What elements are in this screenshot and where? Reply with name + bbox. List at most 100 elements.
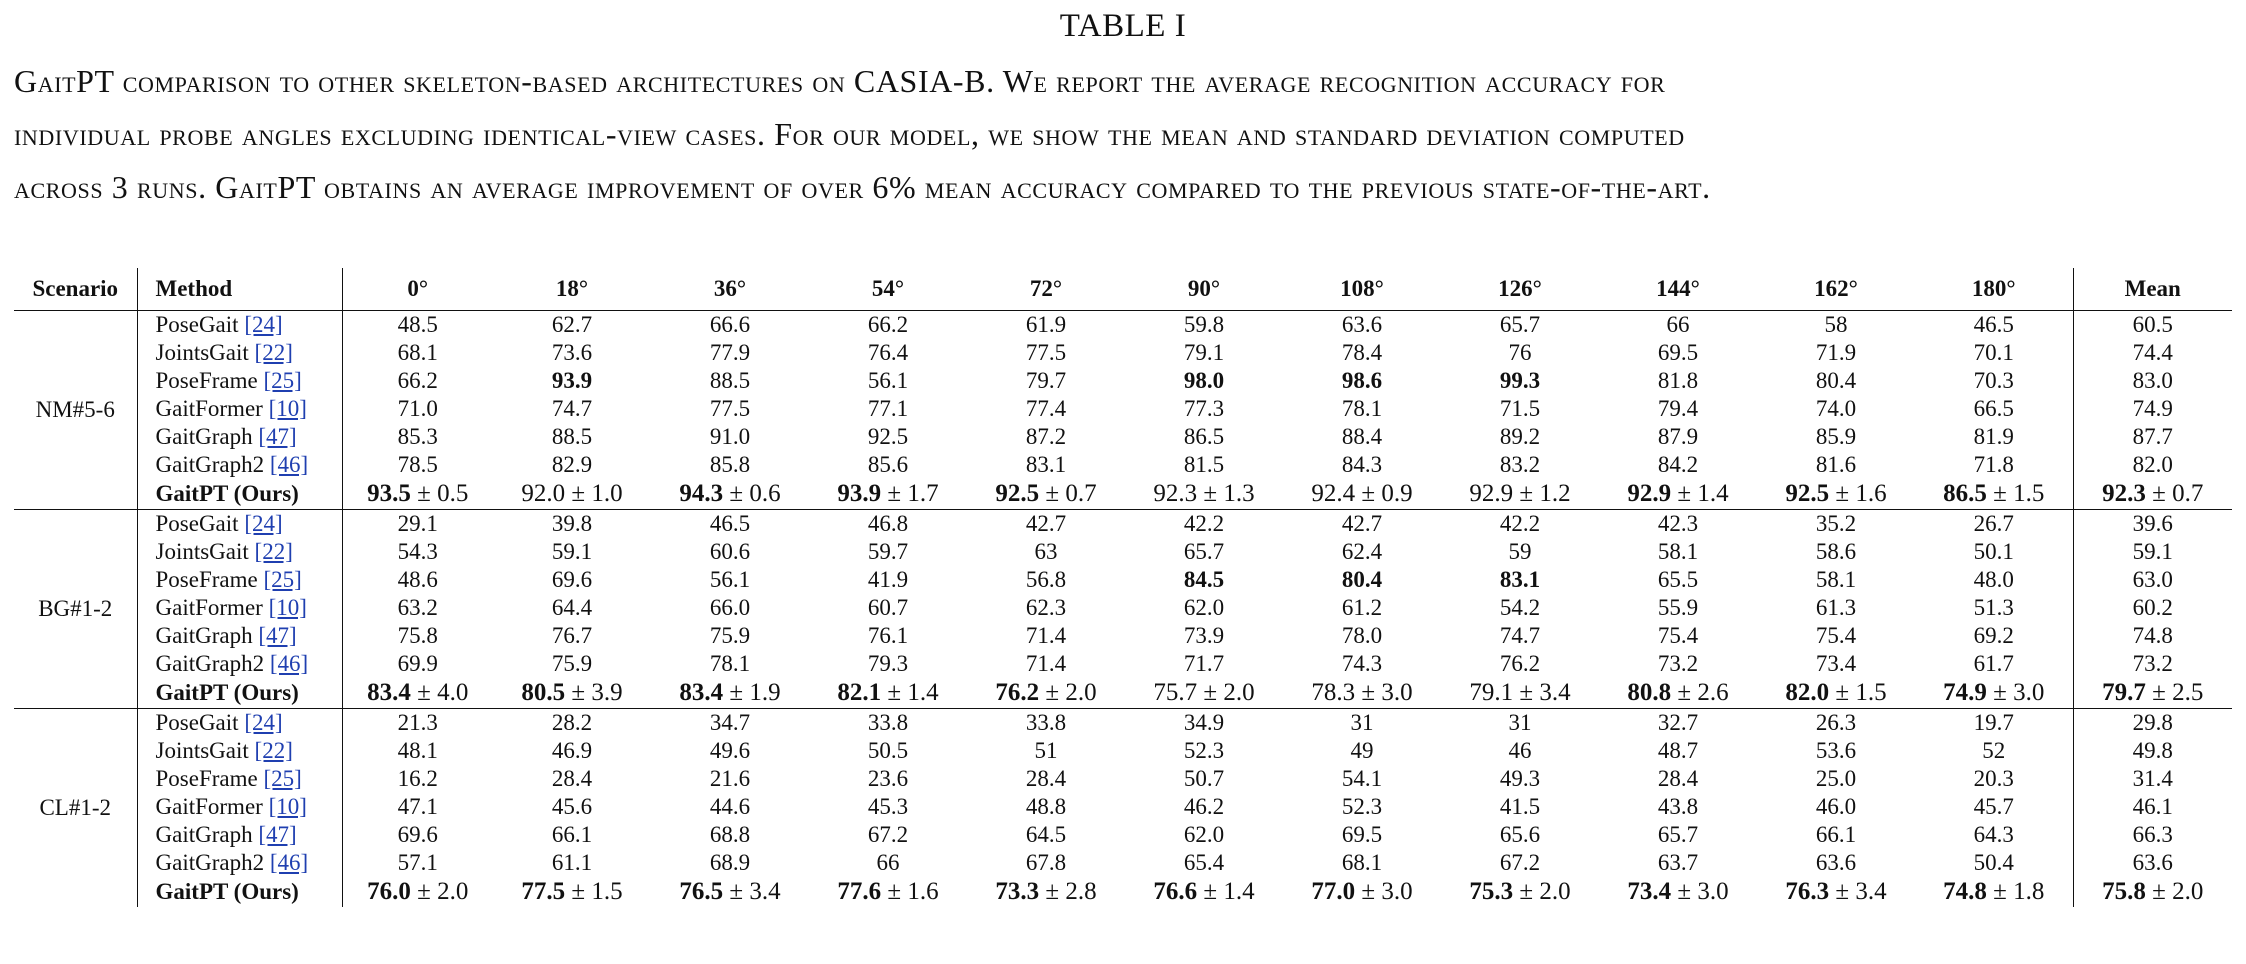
citation-link[interactable]: [46] — [269, 651, 309, 676]
value-cell: 44.6 — [709, 794, 751, 819]
header-row: Scenario Method 0° 18° 36° 54° 72° 90° 108° 126° 1… — [14, 268, 2232, 311]
value-cell: 65.4 — [1183, 850, 1225, 875]
citation-link[interactable]: [47] — [258, 623, 297, 648]
value-cell: 93.5 ± 0.5 — [342, 479, 493, 510]
table-row: JointsGait [22] 54.3 59.1 60.6 59.7 63 65.7 62.… — [14, 538, 2232, 566]
value-cell: 45.7 — [1973, 794, 2014, 819]
value-cell: 82.9 — [551, 452, 593, 477]
table-row-ours: GaitPT (Ours) 83.4 ± 4.0 80.5 ± 3.9 83.4 ± … — [14, 678, 2232, 709]
value-cell: 74.0 — [1815, 396, 1857, 421]
value-cell: 79.1 ± 3.4 — [1441, 678, 1599, 709]
citation-link[interactable]: [47] — [258, 822, 297, 847]
std-value: ± 0.5 — [410, 480, 469, 507]
value-cell: 65.6 — [1499, 822, 1541, 847]
value-cell: 49.6 — [709, 738, 751, 763]
value-cell: 92.3 ± 1.3 — [1125, 479, 1283, 510]
value-cell: 48.7 — [1657, 738, 1699, 763]
value-cell: 87.9 — [1657, 424, 1699, 449]
value-cell: 80.5 ± 3.9 — [493, 678, 651, 709]
std-value: ± 3.0 — [1671, 878, 1729, 905]
column-header: 144° — [1656, 276, 1700, 301]
value-cell: 58.6 — [1815, 539, 1857, 564]
value-cell: 66.5 — [1973, 396, 2014, 421]
citation-link[interactable]: [10] — [268, 396, 307, 421]
method-name: GaitFormer — [155, 595, 269, 620]
value-cell: 83.1 — [1025, 452, 1067, 477]
value-cell: 74.8 — [2072, 622, 2232, 650]
value-cell: 51.3 — [1973, 595, 2014, 620]
value-cell: 77.1 — [867, 396, 909, 421]
method-cell: JointsGait [22] — [137, 538, 343, 566]
value-cell: 63.6 — [2072, 849, 2232, 877]
citation-link[interactable]: [24] — [244, 511, 283, 536]
value-cell: 73.3 ± 2.8 — [967, 877, 1125, 907]
method-cell: JointsGait [22] — [137, 737, 343, 765]
value-cell: 73.4 — [1815, 651, 1857, 676]
value-cell: 68.1 — [397, 340, 438, 365]
value-cell: 41.9 — [867, 567, 909, 592]
value-cell: 59 — [1508, 539, 1532, 564]
value-cell: 67.2 — [1499, 850, 1541, 875]
table-row: JointsGait [22] 48.1 46.9 49.6 50.5 51 52.3 49 4… — [14, 737, 2232, 765]
value-cell: 73.2 — [1657, 651, 1699, 676]
value-cell: 79.4 — [1657, 396, 1699, 421]
column-header: Method — [137, 268, 343, 311]
column-header: 0° — [407, 276, 429, 301]
citation-link[interactable]: [10] — [268, 794, 307, 819]
method-cell: GaitPT (Ours) — [137, 479, 343, 510]
value-cell: 34.9 — [1183, 710, 1225, 735]
value-cell: 29.1 — [397, 511, 438, 536]
value-cell: 34.7 — [709, 710, 751, 735]
method-name: GaitGraph — [155, 822, 259, 847]
table-row: GaitGraph [47] 75.8 76.7 75.9 76.1 71.4 73.9 78… — [14, 622, 2232, 650]
citation-link[interactable]: [25] — [263, 766, 302, 791]
citation-link[interactable]: [47] — [258, 424, 297, 449]
std-value: ± 0.7 — [2145, 480, 2204, 507]
citation-link[interactable]: [25] — [263, 567, 302, 592]
citation-link[interactable]: [22] — [254, 340, 293, 365]
value-cell: 42.7 — [1341, 511, 1383, 536]
column-header: 90° — [1187, 276, 1221, 301]
method-cell: GaitPT (Ours) — [137, 877, 343, 907]
value-cell: 80.8 ± 2.6 — [1599, 678, 1757, 709]
value-cell: 75.3 ± 2.0 — [1441, 877, 1599, 907]
citation-link[interactable]: [10] — [268, 595, 307, 620]
citation-link[interactable]: [46] — [269, 850, 309, 875]
value-cell: 76.2 ± 2.0 — [967, 678, 1125, 709]
table-row: GaitGraph [47] 69.6 66.1 68.8 67.2 64.5 62.0 69… — [14, 821, 2232, 849]
std-value: ± 1.0 — [565, 480, 623, 507]
value-cell: 52.3 — [1341, 794, 1383, 819]
value-cell: 39.8 — [551, 511, 593, 536]
table-row: JointsGait [22] 68.1 73.6 77.9 76.4 77.5 79.1 7… — [14, 339, 2232, 367]
citation-link[interactable]: [22] — [254, 738, 293, 763]
value-cell: 88.5 — [551, 424, 593, 449]
value-cell: 52.3 — [1183, 738, 1225, 763]
method-cell: GaitGraph2 [46] — [137, 650, 343, 678]
value-cell: 50.4 — [1973, 850, 2014, 875]
citation-link[interactable]: [25] — [263, 368, 302, 393]
value-cell: 65.7 — [1499, 312, 1541, 337]
citation-link[interactable]: [22] — [254, 539, 293, 564]
value-cell: 19.7 — [1973, 710, 2014, 735]
std-value: ± 0.6 — [723, 480, 781, 507]
method-cell: GaitGraph [47] — [137, 821, 343, 849]
mean-value: 76.2 — [995, 679, 1040, 706]
citation-link[interactable]: [24] — [244, 710, 283, 735]
value-cell: 71.0 — [397, 396, 438, 421]
value-cell: 66.6 — [709, 312, 751, 337]
value-cell: 26.3 — [1815, 710, 1857, 735]
value-cell: 76.4 — [867, 340, 909, 365]
value-cell: 69.2 — [1973, 623, 2014, 648]
method-name: GaitFormer — [155, 794, 269, 819]
value-cell: 46.5 — [709, 511, 751, 536]
method-cell: GaitGraph2 [46] — [137, 451, 343, 479]
value-cell: 59.1 — [2072, 538, 2232, 566]
value-cell: 81.6 — [1815, 452, 1857, 477]
value-cell: 46.2 — [1183, 794, 1225, 819]
value-cell: 74.7 — [1499, 623, 1541, 648]
citation-link[interactable]: [46] — [269, 452, 309, 477]
citation-link[interactable]: [24] — [244, 312, 283, 337]
table-row: GaitFormer [10] 71.0 74.7 77.5 77.1 77.4 77.3 7… — [14, 395, 2232, 423]
std-value: ± 1.7 — [881, 480, 939, 507]
